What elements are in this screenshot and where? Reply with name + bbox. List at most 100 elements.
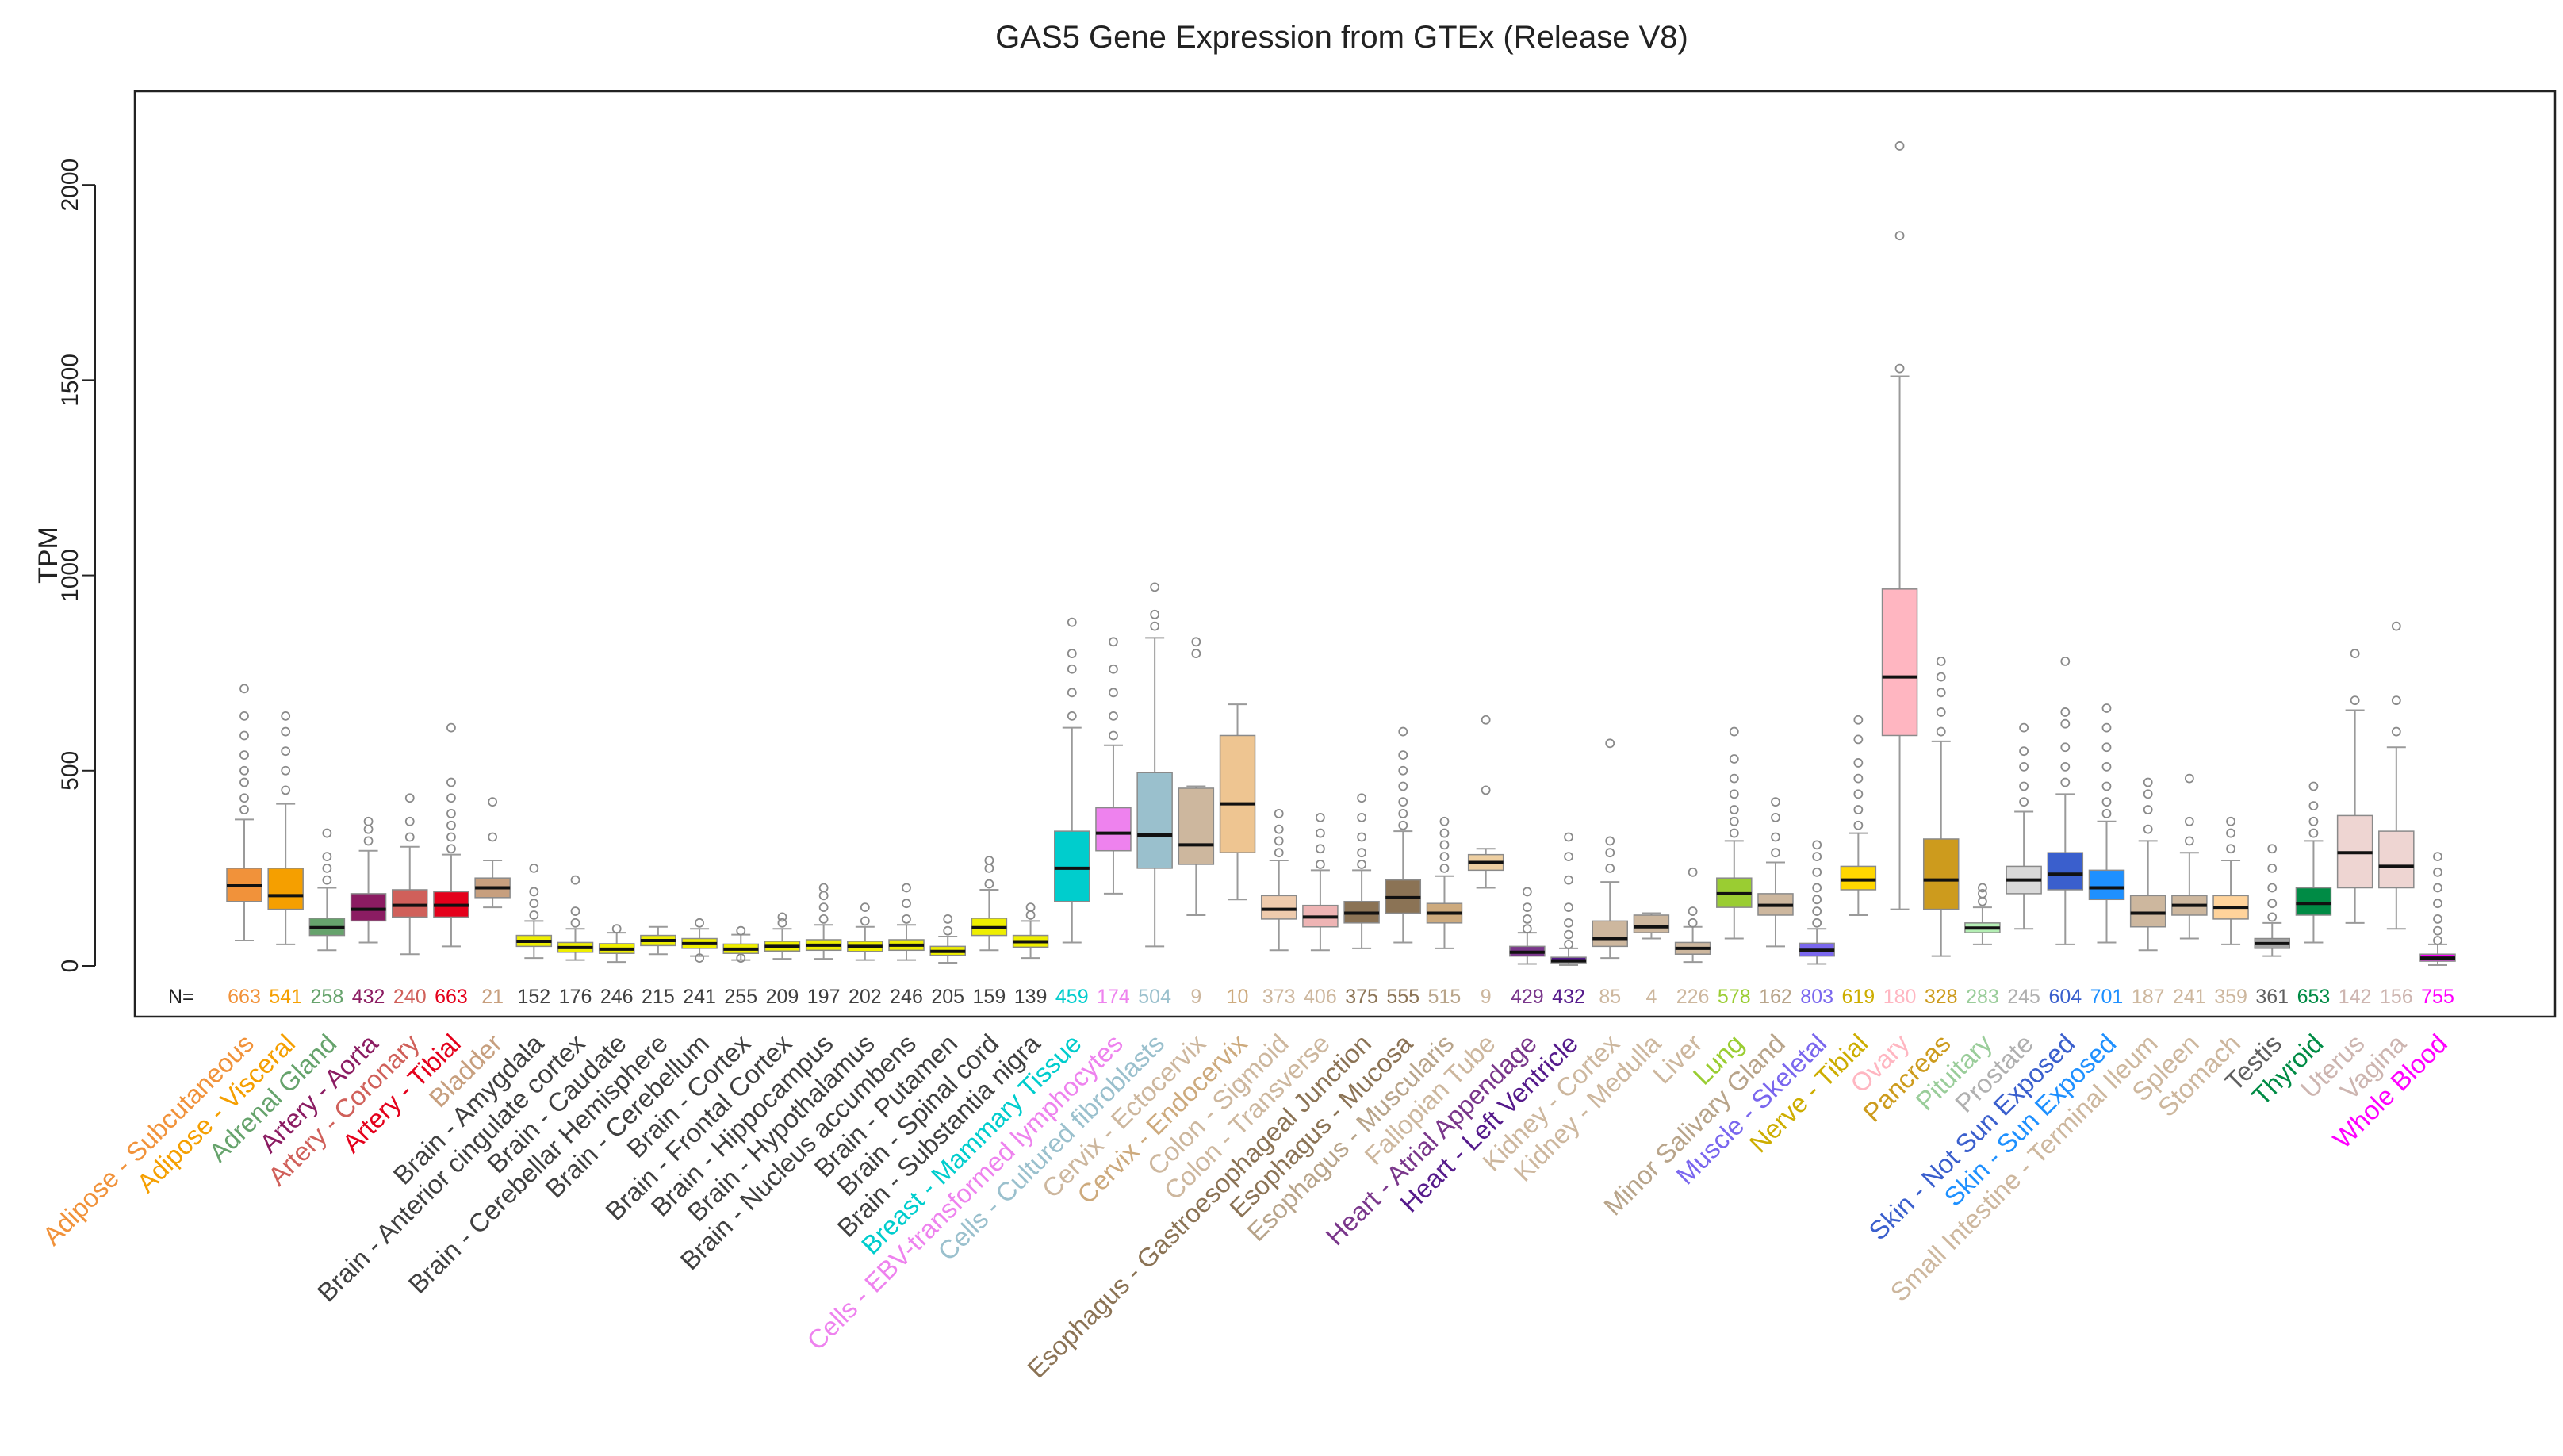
box-group: [2378, 621, 2415, 930]
outlier-point: [322, 828, 332, 838]
outlier-point: [1398, 726, 1408, 737]
n-label: N=: [168, 986, 194, 1008]
y-axis-label: TPM: [33, 527, 63, 584]
outlier-point: [1398, 797, 1408, 807]
outlier-point: [1936, 707, 1946, 717]
outlier-point: [2267, 844, 2278, 854]
n-count-label: 9: [1190, 986, 1201, 1008]
n-count-label: 283: [1966, 986, 1999, 1008]
box: [1219, 734, 1256, 853]
outlier-point: [2350, 695, 2360, 706]
outlier-point: [2433, 852, 2442, 862]
outlier-point: [1729, 828, 1739, 838]
outlier-point: [1812, 895, 1822, 905]
box-group: [1922, 657, 1960, 957]
n-count-label: 226: [1676, 986, 1710, 1008]
box-group: [350, 816, 387, 944]
outlier-point: [1564, 832, 1573, 842]
n-count-label: 245: [2007, 986, 2040, 1008]
outlier-point: [2267, 863, 2278, 873]
n-count-label: 246: [890, 986, 923, 1008]
box-group: [474, 797, 511, 909]
outlier-point: [239, 777, 249, 787]
n-count-label: 241: [683, 986, 716, 1008]
outlier-point: [1274, 836, 1284, 846]
n-count-label: 515: [1428, 986, 1462, 1008]
outlier-point: [363, 824, 374, 834]
outlier-point: [1771, 812, 1780, 822]
outlier-point: [363, 816, 374, 826]
n-count-label: 359: [2214, 986, 2247, 1008]
outlier-point: [281, 765, 291, 776]
outlier-point: [2226, 844, 2235, 854]
box-group: [888, 883, 925, 961]
outlier-point: [322, 875, 332, 885]
n-count-label: 541: [269, 986, 302, 1008]
box: [1178, 787, 1215, 865]
outlier-point: [2433, 883, 2442, 893]
outlier-point: [1729, 789, 1739, 799]
outlier-point: [818, 891, 829, 901]
outlier-point: [446, 722, 456, 733]
n-count-label: 255: [724, 986, 757, 1008]
outlier-point: [1936, 726, 1946, 737]
box: [267, 868, 304, 910]
outlier-point: [1771, 832, 1780, 842]
outlier-point: [446, 777, 456, 787]
box-group: [1633, 912, 1670, 940]
box: [2295, 887, 2332, 916]
outlier-point: [2143, 805, 2153, 814]
outlier-point: [1439, 816, 1450, 826]
outlier-point: [1729, 773, 1739, 784]
box-group: [2047, 657, 2084, 945]
box-group: [1550, 832, 1587, 967]
n-count-label: 663: [435, 986, 468, 1008]
outlier-point: [2019, 761, 2029, 772]
n-count-label: 328: [1925, 986, 1958, 1008]
box-group: [1964, 883, 2001, 945]
n-count-label: 258: [311, 986, 344, 1008]
outlier-point: [1812, 906, 1822, 916]
n-count-label: 21: [481, 986, 504, 1008]
box: [1095, 807, 1132, 852]
n-count-label: 555: [1386, 986, 1419, 1008]
n-count-label: 187: [2132, 986, 2165, 1008]
n-count-label: 9: [1481, 986, 1492, 1008]
outlier-point: [2350, 649, 2360, 658]
outlier-point: [736, 925, 746, 936]
outlier-point: [1729, 726, 1739, 737]
n-count-label: 361: [2255, 986, 2289, 1008]
box-group: [971, 856, 1008, 952]
outlier-point: [1481, 715, 1491, 725]
outlier-point: [2433, 936, 2442, 945]
outlier-point: [2308, 828, 2319, 838]
box-group: [2088, 703, 2125, 944]
outlier-point: [902, 883, 911, 893]
outlier-point: [2433, 914, 2442, 924]
outlier-point: [1357, 812, 1366, 822]
n-count-label: 578: [1718, 986, 1751, 1008]
outlier-point: [2060, 761, 2071, 772]
outlier-point: [1853, 715, 1864, 725]
y-tick-label: 0: [57, 960, 83, 973]
outlier-point: [2267, 899, 2278, 909]
outlier-point: [2101, 781, 2112, 791]
box-group: [1716, 726, 1753, 940]
outlier-point: [1025, 910, 1036, 920]
n-count-label: 156: [2380, 986, 2413, 1008]
outlier-point: [239, 793, 249, 803]
n-count-label: 755: [2421, 986, 2454, 1008]
outlier-point: [281, 785, 291, 795]
outlier-point: [1978, 896, 1987, 906]
outlier-point: [1688, 867, 1698, 877]
outlier-point: [281, 746, 291, 757]
outlier-point: [2101, 797, 2112, 807]
box: [2047, 852, 2084, 891]
outlier-point: [1067, 688, 1077, 698]
box: [2088, 869, 2125, 901]
outlier-point: [1564, 918, 1573, 928]
box-group: [1881, 141, 1918, 910]
outlier-point: [2101, 722, 2112, 733]
outlier-point: [1439, 840, 1450, 850]
